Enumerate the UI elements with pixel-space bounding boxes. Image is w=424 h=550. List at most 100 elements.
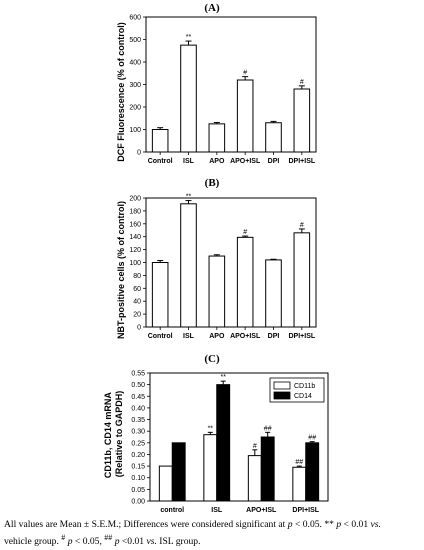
panel-a-y-tick-label: 0: [137, 150, 141, 157]
panel-c-bar-cd11b: [247, 455, 262, 502]
panel-a-x-tick-label: DPI+ISL: [289, 158, 316, 165]
panel-a-bar: [265, 122, 282, 153]
panel-a-significance-label: #: [243, 70, 247, 77]
figure-caption: All values are Mean ± S.E.M.; Difference…: [4, 518, 420, 548]
panel-b-y-tick-label: 180: [129, 208, 141, 215]
panel-a-y-tick-label: 500: [129, 37, 141, 44]
panel-c-y-axis-label-line1: CD11b, CD14 mRNA: [103, 392, 113, 479]
panel-b-y-tick-label: 100: [129, 260, 141, 267]
panel-c-y-tick-label: 0.30: [131, 429, 145, 436]
panel-c-significance-label: ##: [308, 435, 316, 442]
panel-a-x-tick-label: APO+ISL: [230, 158, 261, 165]
panel-b-y-tick-label: 160: [129, 221, 141, 228]
panel-c-bar-cd14: [216, 384, 231, 502]
panel-c-x-tick-label: ISL: [211, 507, 223, 514]
panel-c-y-tick-label: 0.45: [131, 394, 145, 401]
panel-a-bar: [293, 88, 311, 153]
panel-a: (A) DCF Fluorescence (% of control) 0 100…: [116, 2, 317, 165]
panel-b-y-tick-label: 120: [129, 247, 141, 254]
panel-c-y-tick-label: 0.20: [131, 452, 145, 459]
panel-c-legend-label: CD14: [294, 393, 312, 400]
panel-a-bar: [180, 44, 197, 153]
panel-c-y-tick-label: 0.10: [131, 475, 145, 482]
panel-b-title: (B): [205, 177, 220, 189]
panel-b-significance-label: #: [300, 222, 304, 229]
panel-a-y-tick-label: 300: [129, 82, 141, 89]
panel-c-y-tick-label: 0.15: [131, 464, 145, 471]
panel-b-y-tick-label: 140: [129, 234, 141, 241]
panel-b-x-tick-label: APO+ISL: [230, 333, 261, 340]
panel-a-significance-label: **: [186, 34, 192, 41]
panel-c-y-tick-label: 0.50: [131, 382, 145, 389]
panel-a-plot: 0 100 200 300 400 500 600 Control ISL ** APO APO+IS…: [129, 15, 317, 165]
panel-b-plot-frame: [145, 197, 317, 328]
panel-b-y-tick-label: 0: [137, 325, 141, 332]
panel-c-bar-cd11b: [203, 434, 218, 502]
figure: (A) DCF Fluorescence (% of control) 0 100…: [103, 2, 329, 514]
caption-line-1: All values are Mean ± S.E.M.; Difference…: [4, 519, 381, 530]
panel-a-x-tick-label: APO: [209, 158, 225, 165]
panel-c-bar-cd14: [305, 442, 320, 502]
panel-c-bar-cd11b: [292, 466, 307, 502]
panel-c-bar-cd11b: [158, 465, 173, 502]
panel-b-significance-label: #: [243, 229, 247, 236]
panel-c-legend-label: CD11b: [294, 383, 315, 390]
panel-b: (B) NBT-positive cells (% of control) 0 2…: [116, 177, 317, 340]
panel-c-y-tick-label: 0.05: [131, 487, 145, 494]
panel-b-y-tick-label: 200: [129, 196, 141, 203]
panel-a-title: (A): [204, 2, 220, 14]
panel-b-x-tick-label: Control: [148, 333, 173, 340]
panel-b-bar: [180, 203, 197, 328]
panel-a-bar: [151, 129, 169, 153]
panel-a-bar: [236, 79, 254, 153]
panel-a-bar: [208, 123, 226, 153]
panel-a-x-tick-label: Control: [148, 158, 173, 165]
panel-b-bar: [236, 236, 254, 328]
panel-b-x-tick-label: DPI: [268, 333, 280, 340]
panel-b-bar: [151, 262, 169, 328]
panel-a-x-tick-label: ISL: [183, 158, 195, 165]
panel-c-y-axis-label: CD11b, CD14 mRNA (Relative to GAPDH): [103, 390, 124, 478]
panel-c-y-tick-label: 0.35: [131, 417, 145, 424]
panel-c-x-tick-label: control: [160, 507, 184, 514]
panel-b-x-tick-label: APO: [209, 333, 225, 340]
panel-b-y-axis-label: NBT-positive cells (% of control): [116, 201, 126, 339]
panel-b-plot: 0 20 40 60 80 100 120 140 160 180 200 Control ISL ** A…: [129, 194, 317, 340]
panel-c-bar-cd14: [260, 436, 275, 502]
panel-b-bar: [208, 255, 226, 328]
panel-c-y-tick-label: 0.40: [131, 405, 145, 412]
panel-c-significance-label: ##: [295, 459, 303, 466]
panel-c-x-tick-label: DPI+ISL: [292, 507, 319, 514]
panel-b-bar: [265, 259, 282, 328]
panel-a-y-axis-label: DCF Fluorescence (% of control): [116, 22, 126, 162]
panel-c-legend-swatch: [273, 391, 291, 400]
panel-b-x-tick-label: ISL: [183, 333, 195, 340]
panel-c: (C) CD11b, CD14 mRNA (Relative to GAPDH)…: [103, 353, 329, 514]
panel-c-y-tick-label: 0.00: [131, 499, 145, 506]
panel-a-significance-label: #: [300, 79, 304, 86]
panel-c-significance-label: #: [253, 443, 257, 450]
panel-a-y-tick-label: 400: [129, 60, 141, 67]
panel-b-y-tick-label: 60: [133, 286, 141, 293]
panel-b-significance-label: **: [186, 194, 192, 201]
panel-b-x-tick-label: DPI+ISL: [289, 333, 316, 340]
panel-a-x-tick-label: DPI: [268, 158, 280, 165]
panel-c-y-axis-label-line2: (Relative to GAPDH): [114, 391, 124, 478]
panel-c-plot-frame: [149, 372, 329, 502]
panel-c-plot: 0.00 0.05 0.10 0.15 0.20 0.25 0.30 0.35 0.40 0.45…: [131, 371, 329, 514]
panel-c-y-tick-label: 0.55: [131, 371, 145, 378]
panel-c-significance-label: ##: [264, 425, 272, 432]
panel-c-significance-label: **: [208, 425, 214, 432]
panel-c-title: (C): [204, 353, 220, 365]
panel-a-y-tick-label: 100: [129, 127, 141, 134]
panel-c-y-tick-label: 0.25: [131, 440, 145, 447]
panel-a-plot-frame: [145, 16, 317, 153]
panel-a-y-tick-label: 600: [129, 15, 141, 22]
panel-a-y-tick-label: 200: [129, 105, 141, 112]
panel-b-bar: [293, 232, 311, 328]
caption-line-2: vehicle group. # p < 0.05, ## p <0.01 vs…: [4, 533, 201, 548]
panel-c-x-tick-label: APO+ISL: [246, 507, 277, 514]
panel-b-y-tick-label: 40: [133, 299, 141, 306]
panel-c-bar-cd14: [171, 442, 186, 502]
panel-c-legend-swatch: [273, 381, 291, 390]
